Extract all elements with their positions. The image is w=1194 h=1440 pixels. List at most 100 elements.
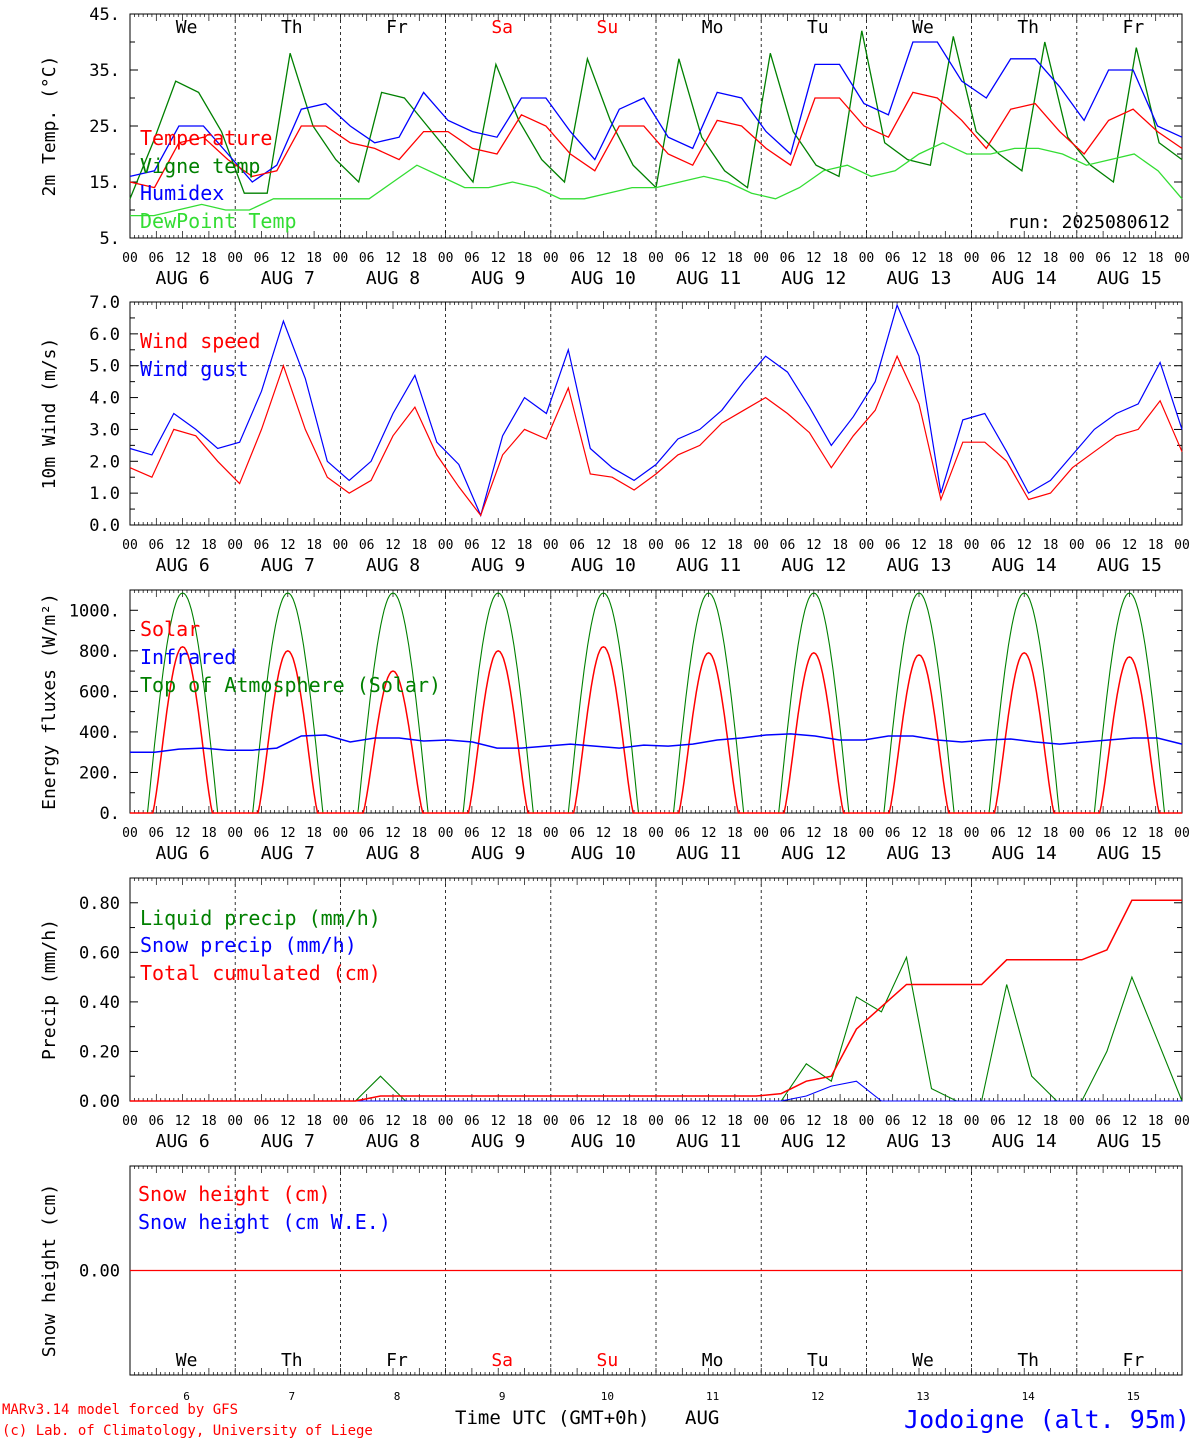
hour-label: 06 [148, 251, 164, 266]
hour-label: 06 [780, 1114, 796, 1129]
date-label: AUG 6 [156, 268, 210, 289]
hour-label: 06 [1095, 1114, 1111, 1129]
legend-entry: Liquid precip (mm/h) [140, 906, 381, 930]
hour-label: 00 [543, 826, 559, 841]
hour-label: 00 [964, 1114, 980, 1129]
date-label: AUG 8 [366, 555, 420, 576]
hour-label: 00 [1174, 1114, 1190, 1129]
date-label: AUG 12 [781, 268, 846, 289]
hour-label: 12 [1016, 251, 1032, 266]
day-label: Mo [702, 1350, 724, 1371]
y-tick-label: 3.0 [89, 420, 120, 440]
hour-label: 12 [701, 251, 717, 266]
date-label: AUG 10 [571, 555, 636, 576]
hour-label: 00 [543, 1114, 559, 1129]
hour-label: 12 [385, 1114, 401, 1129]
hour-label: 00 [122, 538, 138, 553]
hour-label: 12 [701, 538, 717, 553]
hour-label: 00 [1069, 826, 1085, 841]
hour-label: 06 [464, 826, 480, 841]
hour-label: 12 [385, 826, 401, 841]
day-number: 12 [811, 1390, 824, 1403]
day-number: 9 [499, 1390, 506, 1403]
hour-label: 06 [780, 251, 796, 266]
hour-label: 18 [1148, 826, 1164, 841]
date-label: AUG 12 [781, 843, 846, 864]
hour-label: 06 [990, 1114, 1006, 1129]
y-tick-label: 0.20 [79, 1042, 120, 1062]
footer-credit: (c) Lab. of Climatology, University of L… [2, 1423, 373, 1439]
date-label: AUG 9 [471, 555, 525, 576]
hour-label: 00 [753, 1114, 769, 1129]
date-label: AUG 7 [261, 843, 315, 864]
y-axis-label: Snow height (cm) [39, 1184, 60, 1357]
hour-label: 18 [201, 1114, 217, 1129]
hour-label: 18 [411, 538, 427, 553]
date-label: AUG 13 [886, 268, 951, 289]
hour-label: 12 [911, 1114, 927, 1129]
hour-label: 12 [490, 538, 506, 553]
day-number: 10 [601, 1390, 614, 1403]
hour-label: 00 [964, 826, 980, 841]
date-label: AUG 9 [471, 1131, 525, 1152]
hour-label: 18 [201, 826, 217, 841]
hour-label: 12 [1016, 1114, 1032, 1129]
hour-label: 18 [937, 251, 953, 266]
hour-label: 18 [306, 1114, 322, 1129]
hour-label: 06 [885, 1114, 901, 1129]
date-label: AUG 8 [366, 268, 420, 289]
hour-label: 06 [464, 538, 480, 553]
legend-entry: Wind gust [140, 357, 248, 381]
date-label: AUG 6 [156, 555, 210, 576]
date-label: AUG 8 [366, 1131, 420, 1152]
y-tick-label: 0.60 [79, 943, 120, 963]
hour-label: 06 [359, 538, 375, 553]
hour-label: 06 [464, 1114, 480, 1129]
y-tick-label: 600. [79, 682, 120, 702]
date-label: AUG 6 [156, 1131, 210, 1152]
date-label: AUG 11 [676, 555, 741, 576]
y-axis-label: 2m Temp. (°C) [39, 56, 60, 197]
hour-label: 06 [569, 826, 585, 841]
date-label: AUG 12 [781, 1131, 846, 1152]
hour-label: 00 [227, 826, 243, 841]
legend-entry: Solar [140, 617, 200, 641]
date-label: AUG 8 [366, 843, 420, 864]
day-label: Tu [807, 17, 829, 38]
hour-label: 00 [543, 251, 559, 266]
hour-label: 18 [517, 538, 533, 553]
hour-label: 18 [1043, 538, 1059, 553]
date-label: AUG 14 [992, 843, 1057, 864]
day-label: Su [597, 1350, 619, 1371]
y-tick-label: 1000. [69, 601, 120, 621]
panel-frame-0 [129, 13, 1183, 239]
hour-label: 18 [727, 251, 743, 266]
y-axis-label: Energy fluxes (W/m²) [39, 593, 60, 810]
day-number: 13 [916, 1390, 929, 1403]
series-line-humidex [129, 41, 1183, 183]
date-label: AUG 11 [676, 843, 741, 864]
legend-entry: Humidex [140, 181, 224, 205]
hour-label: 00 [122, 251, 138, 266]
y-tick-label: 0.00 [79, 1262, 120, 1282]
day-number: 11 [706, 1390, 719, 1403]
hour-label: 18 [517, 251, 533, 266]
hour-label: 06 [780, 538, 796, 553]
hour-label: 18 [1043, 826, 1059, 841]
hour-label: 00 [648, 538, 664, 553]
day-label: Th [1017, 17, 1039, 38]
hour-label: 00 [859, 826, 875, 841]
day-label: Sa [491, 17, 513, 38]
hour-label: 06 [885, 251, 901, 266]
hour-label: 00 [227, 251, 243, 266]
hour-label: 18 [622, 251, 638, 266]
hour-label: 12 [1016, 826, 1032, 841]
hour-label: 12 [596, 1114, 612, 1129]
day-label: We [912, 17, 934, 38]
hour-label: 00 [1174, 826, 1190, 841]
y-tick-label: 800. [79, 642, 120, 662]
date-label: AUG 13 [886, 843, 951, 864]
y-tick-label: 0. [100, 804, 120, 824]
hour-label: 18 [832, 251, 848, 266]
